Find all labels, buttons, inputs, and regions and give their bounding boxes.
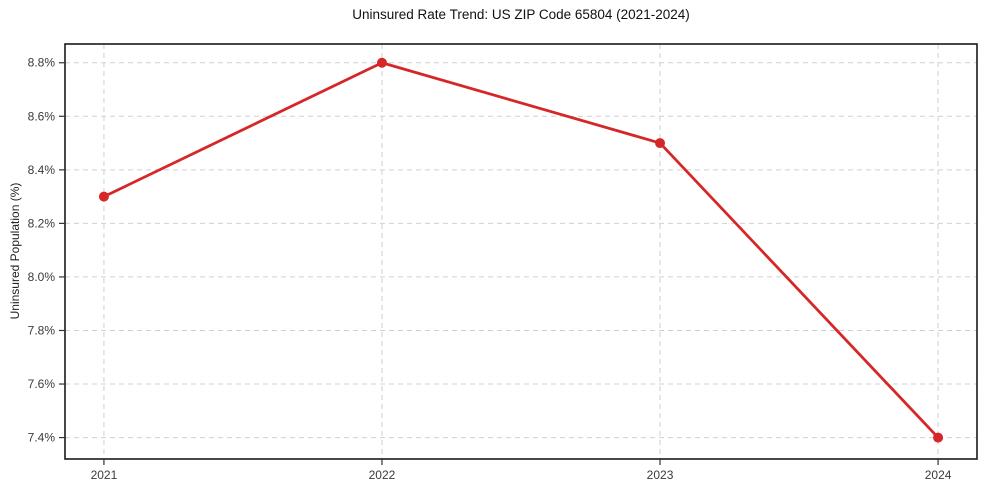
data-point-marker [376, 57, 387, 68]
x-tick-label: 2022 [369, 468, 396, 482]
y-tick-label: 8.4% [28, 163, 56, 177]
y-tick-label: 8.6% [28, 109, 56, 123]
y-tick-label: 7.6% [28, 377, 56, 391]
x-tick-label: 2024 [925, 468, 952, 482]
x-tick-label: 2023 [647, 468, 674, 482]
y-tick-label: 8.8% [28, 56, 56, 70]
y-tick-label: 8.0% [28, 270, 56, 284]
data-point-marker [933, 432, 944, 443]
x-tick-label: 2021 [91, 468, 118, 482]
y-tick-label: 7.8% [28, 323, 56, 337]
data-point-marker [98, 191, 109, 202]
data-point-marker [655, 138, 666, 149]
chart-title: Uninsured Rate Trend: US ZIP Code 65804 … [352, 7, 690, 22]
y-tick-label: 7.4% [28, 431, 56, 445]
plot-border [64, 43, 978, 460]
trend-line [102, 61, 940, 439]
y-tick-label: 8.2% [28, 216, 56, 230]
